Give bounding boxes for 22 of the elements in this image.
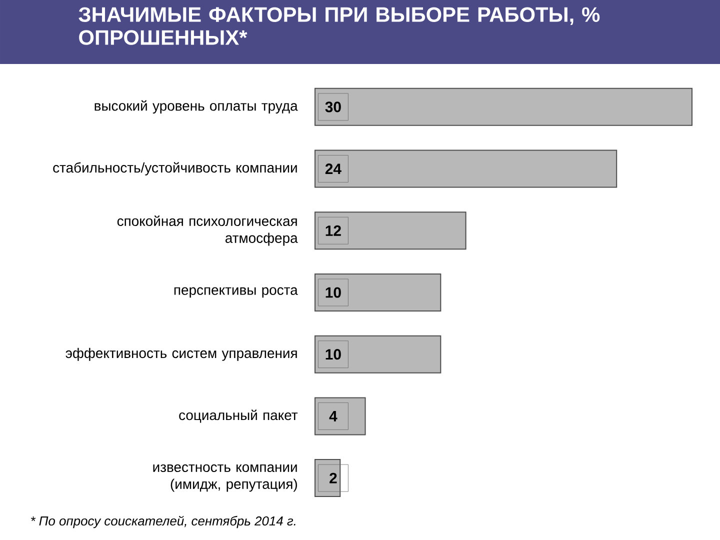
data-label: 12 (326, 225, 341, 236)
text: * По опросу соискателей, сентябрь 2014 г. (30, 516, 296, 528)
data-label: 30 (325, 102, 341, 112)
bar (314, 150, 618, 188)
y-tick-label: социальный пакет (179, 410, 298, 423)
data-label: 10 (326, 287, 341, 298)
y-tick-label: перспективы роста (174, 287, 298, 298)
y-tick-label: стабильность/устойчивость компании (53, 162, 297, 176)
data-label: 2 (330, 472, 337, 484)
data-label: 4 (329, 411, 338, 422)
y-tick-label: известность компании (имидж, репутация) (153, 464, 297, 492)
y-tick-label: эффективность систем управления (66, 348, 297, 361)
data-label: 24 (325, 164, 342, 174)
bar (314, 273, 442, 312)
y-tick-label: спокойная психологическая атмосфера (117, 216, 298, 246)
bar (314, 212, 466, 250)
bar (314, 335, 442, 374)
data-label: 10 (326, 349, 341, 360)
y-tick-label: высокий уровень оплаты труда (94, 100, 298, 114)
bar (314, 88, 692, 126)
chart-title: ЗНАЧИМЫЕ ФАКТОРЫ ПРИ ВЫБОРЕ РАБОТЫ, % ОПРОШЕННЫХ* (78, 7, 600, 45)
bar (314, 397, 366, 436)
